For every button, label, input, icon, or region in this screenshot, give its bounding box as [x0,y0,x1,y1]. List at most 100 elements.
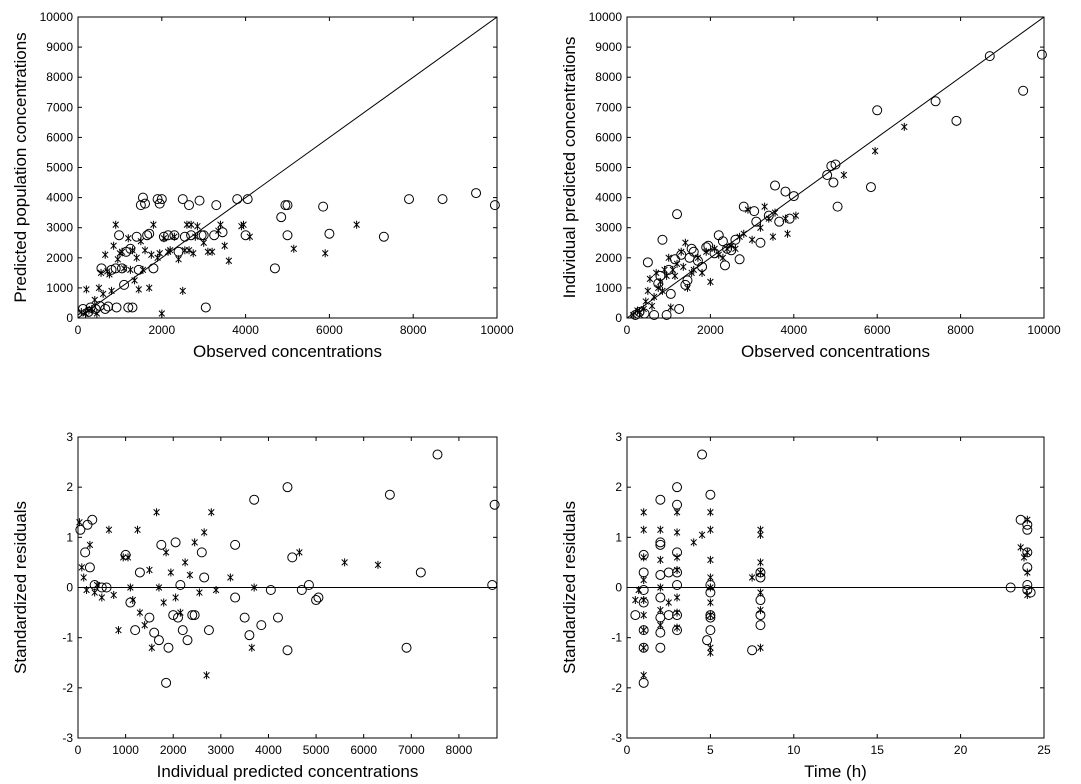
y-tick-label: 5000 [46,161,73,175]
asterisk-marker [694,253,702,262]
asterisk-marker [640,304,647,313]
asterisk-marker [707,598,714,607]
circle-marker [489,499,500,510]
circle-marker [100,303,111,314]
asterisk-marker [181,558,189,567]
x-tick-label: 25 [1037,743,1051,757]
asterisk-marker [221,241,228,250]
circle-marker [156,194,167,205]
circle-marker [230,539,241,550]
circle-marker [655,592,666,603]
circle-marker [1005,582,1016,593]
circle-marker [684,252,695,263]
asterisk-marker [118,247,126,256]
circle-marker [199,572,210,583]
asterisk-marker [137,237,145,246]
circle-marker [110,263,121,274]
asterisk-marker [698,268,706,277]
circle-marker [282,230,293,241]
asterisk-marker [640,626,647,635]
asterisk-marker [640,671,647,680]
y-tick-label: 3 [66,430,73,444]
circle-marker [1025,587,1036,598]
circle-marker [663,610,674,621]
circle-marker [163,642,174,653]
circle-marker [130,625,141,636]
asterisk-marker [657,606,664,615]
circle-marker [280,200,291,211]
circle-marker [672,499,683,510]
y-tick-label: 6000 [46,130,73,144]
circle-marker [755,567,766,578]
asterisk-marker [671,271,679,280]
asterisk-marker [83,285,90,294]
circle-marker [751,216,762,227]
x-tick-label: 10000 [1027,323,1061,337]
asterisk-marker [134,525,141,534]
y-tick-label: 0 [66,581,73,595]
asterisk-marker [640,611,647,620]
y-tick-label: 3000 [46,221,73,235]
asterisk-marker [677,247,685,256]
circle-marker [114,230,125,241]
asterisk-marker [659,286,666,295]
circle-marker [189,610,200,621]
asterisk-marker [757,588,764,597]
asterisk-marker [129,246,136,255]
asterisk-marker [200,238,207,247]
asterisk-marker [657,525,664,534]
asterisk-marker [1024,568,1031,577]
y-tick-label: 2 [66,480,73,494]
y-tick-label: -2 [611,681,622,695]
asterisk-marker [652,268,660,277]
asterisk-marker [698,530,706,539]
circle-marker [828,177,839,188]
asterisk-marker [110,241,117,250]
asterisk-marker [203,671,210,680]
asterisk-marker [80,573,87,582]
circle-marker [702,635,713,646]
asterisk-marker [120,264,128,273]
asterisk-marker [715,250,722,259]
circle-marker [211,200,222,211]
y-tick-label: -3 [62,731,73,745]
circle-marker [471,188,482,199]
x-tick-label: 4000 [780,323,807,337]
asterisk-marker [871,146,879,155]
asterisk-marker [148,250,155,259]
y-tick-label: 2000 [595,251,622,265]
circle-marker [665,288,676,299]
asterisk-marker [707,573,714,582]
asterisk-marker [732,244,739,253]
y-tick-label: 0 [615,311,622,325]
circle-marker [149,627,160,638]
asterisk-marker [640,508,647,517]
circle-marker [239,612,250,623]
y-tick-label: 9000 [46,40,73,54]
circle-marker [187,610,198,621]
circle-marker [125,243,136,254]
asterisk-marker [757,558,764,567]
circle-marker [296,585,307,596]
x-tick-label: 10 [787,743,801,757]
asterisk-marker [684,283,691,292]
asterisk-marker [690,538,697,547]
circle-marker [303,579,314,590]
asterisk-marker [166,246,174,255]
asterisk-marker [640,596,647,605]
asterisk-marker [99,289,107,298]
circle-marker [705,625,716,636]
asterisk-marker [657,583,664,592]
asterisk-marker [98,593,106,602]
circle-marker [137,192,148,203]
x-tick-label: 5000 [303,743,330,757]
asterisk-marker [93,580,101,589]
asterisk-marker [185,246,193,255]
circle-marker [87,514,98,525]
asterisk-marker [673,593,681,602]
asterisk-marker [690,265,697,274]
circle-marker [103,301,114,312]
asterisk-marker [757,223,764,232]
asterisk-marker [212,586,220,595]
